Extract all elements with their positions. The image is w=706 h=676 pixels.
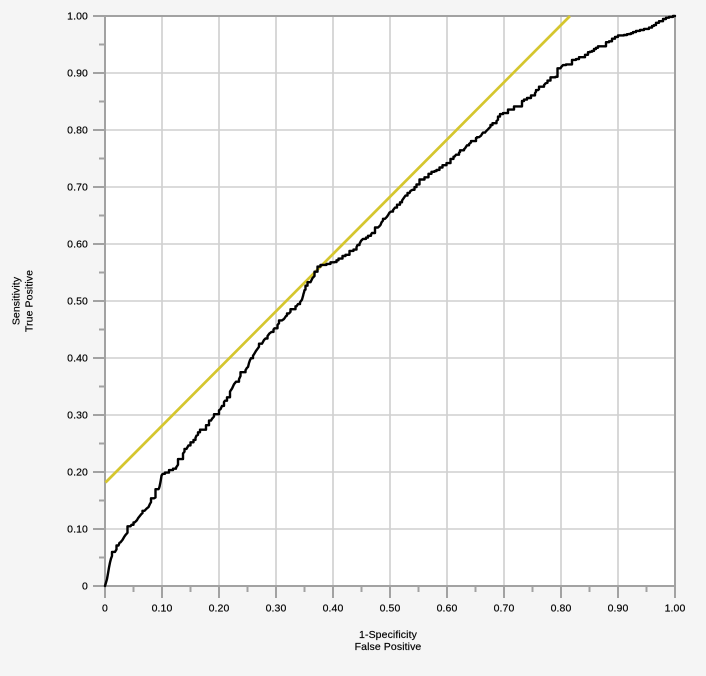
svg-text:0.80: 0.80: [551, 603, 572, 615]
svg-text:False Positive: False Positive: [355, 641, 422, 653]
svg-text:0: 0: [102, 603, 108, 615]
svg-text:0.50: 0.50: [380, 603, 401, 615]
svg-text:0.10: 0.10: [152, 603, 173, 615]
svg-text:0.70: 0.70: [67, 182, 88, 194]
svg-text:True Positive: True Positive: [24, 270, 36, 332]
svg-text:0.40: 0.40: [67, 353, 88, 365]
svg-text:1-Specificity: 1-Specificity: [359, 629, 418, 641]
svg-text:1.00: 1.00: [665, 603, 686, 615]
svg-text:0.60: 0.60: [437, 603, 458, 615]
svg-text:0.20: 0.20: [67, 467, 88, 479]
svg-text:0.30: 0.30: [266, 603, 287, 615]
svg-text:0.30: 0.30: [67, 410, 88, 422]
svg-text:0.50: 0.50: [67, 296, 88, 308]
svg-text:0.90: 0.90: [608, 603, 629, 615]
svg-text:0.90: 0.90: [67, 68, 88, 80]
svg-text:0.10: 0.10: [67, 524, 88, 536]
svg-text:Sensitivity: Sensitivity: [11, 276, 23, 325]
svg-text:1.00: 1.00: [67, 11, 88, 23]
svg-text:0.70: 0.70: [494, 603, 515, 615]
svg-text:0: 0: [82, 581, 88, 593]
svg-text:0.20: 0.20: [209, 603, 230, 615]
svg-text:0.60: 0.60: [67, 239, 88, 251]
svg-text:0.80: 0.80: [67, 125, 88, 137]
svg-text:0.40: 0.40: [323, 603, 344, 615]
